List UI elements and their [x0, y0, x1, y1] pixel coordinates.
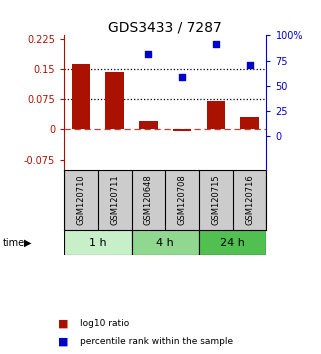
Text: 1 h: 1 h — [89, 238, 107, 248]
Point — [112, 24, 117, 30]
Point — [247, 62, 252, 68]
Text: 24 h: 24 h — [220, 238, 245, 248]
Text: GSM120711: GSM120711 — [110, 175, 119, 225]
Text: GSM120710: GSM120710 — [76, 175, 86, 225]
Bar — [64, 230, 132, 255]
Text: GSM120648: GSM120648 — [144, 175, 153, 225]
Point — [146, 51, 151, 57]
Bar — [139, 121, 158, 130]
Point — [213, 41, 218, 47]
Bar — [207, 101, 225, 130]
Title: GDS3433 / 7287: GDS3433 / 7287 — [108, 20, 222, 34]
Text: ■: ■ — [58, 337, 68, 347]
Bar — [199, 230, 266, 255]
Text: ■: ■ — [58, 319, 68, 329]
Text: ▶: ▶ — [23, 238, 31, 248]
Bar — [72, 64, 90, 130]
Point — [78, 15, 83, 21]
Bar — [132, 230, 199, 255]
Bar — [106, 72, 124, 130]
Text: GSM120716: GSM120716 — [245, 175, 254, 225]
Text: percentile rank within the sample: percentile rank within the sample — [80, 337, 233, 346]
Text: log10 ratio: log10 ratio — [80, 319, 129, 329]
Text: 4 h: 4 h — [156, 238, 174, 248]
Text: time: time — [3, 238, 25, 248]
Bar — [173, 130, 191, 131]
Text: GSM120715: GSM120715 — [211, 175, 221, 225]
Bar — [240, 118, 259, 130]
Point — [179, 74, 185, 79]
Text: GSM120708: GSM120708 — [178, 175, 187, 225]
